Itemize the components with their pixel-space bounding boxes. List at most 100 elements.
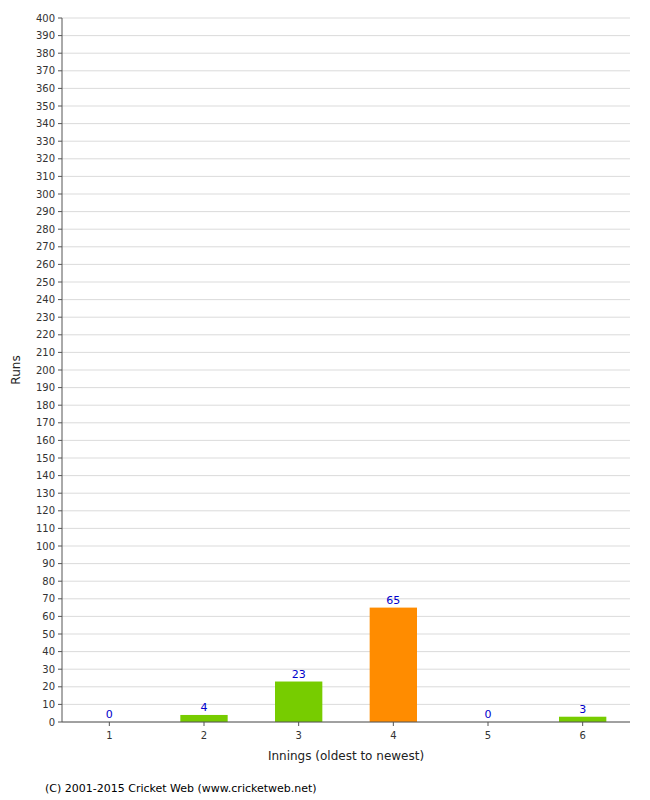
y-tick: [58, 528, 62, 529]
y-tick-label: 30: [42, 664, 55, 675]
grid-line: [62, 53, 630, 54]
y-tick: [58, 475, 62, 476]
grid-line: [62, 70, 630, 71]
grid-line: [62, 264, 630, 265]
y-tick: [58, 651, 62, 652]
grid-line: [62, 405, 630, 406]
grid-line: [62, 510, 630, 511]
y-tick: [58, 334, 62, 335]
y-tick: [58, 246, 62, 247]
x-tick-label: 3: [295, 730, 301, 741]
y-tick-label: 280: [36, 224, 55, 235]
y-tick: [58, 422, 62, 423]
y-tick-label: 310: [36, 171, 55, 182]
grid-line: [62, 458, 630, 459]
y-tick: [58, 70, 62, 71]
grid-line: [62, 317, 630, 318]
chart-svg: 0102030405060708090100110120130140150160…: [0, 0, 650, 800]
data-labels: 04236503: [106, 594, 586, 721]
data-label: 23: [292, 668, 306, 681]
grid-line: [62, 563, 630, 564]
y-tick: [58, 616, 62, 617]
y-tick-label: 270: [36, 241, 55, 252]
y-tick-label: 110: [36, 523, 55, 534]
y-tick: [58, 563, 62, 564]
y-axis-line: [62, 18, 63, 722]
grid-line: [62, 598, 630, 599]
y-tick-label: 140: [36, 470, 55, 481]
y-tick-label: 230: [36, 312, 55, 323]
grid-line: [62, 18, 630, 19]
bar: [275, 682, 322, 722]
x-axis-label: Innings (oldest to newest): [268, 749, 424, 763]
grid: [62, 18, 630, 722]
y-tick-label: 180: [36, 400, 55, 411]
y-tick-label: 80: [42, 576, 55, 587]
y-tick-label: 240: [36, 294, 55, 305]
y-tick-label: 160: [36, 435, 55, 446]
y-tick-label: 120: [36, 505, 55, 516]
footer: (C) 2001-2015 Cricket Web (www.cricketwe…: [45, 782, 317, 795]
y-tick: [58, 669, 62, 670]
grid-line: [62, 229, 630, 230]
grid-line: [62, 352, 630, 353]
y-tick-label: 200: [36, 365, 55, 376]
y-tick: [58, 352, 62, 353]
y-tick-label: 220: [36, 329, 55, 340]
y-tick: [58, 106, 62, 107]
grid-line: [62, 334, 630, 335]
data-label: 0: [106, 708, 113, 721]
chart-container: 0102030405060708090100110120130140150160…: [0, 0, 650, 800]
data-label: 3: [579, 703, 586, 716]
y-tick-label: 70: [42, 593, 55, 604]
x-tick-label: 4: [390, 730, 396, 741]
y-tick-label: 20: [42, 681, 55, 692]
y-tick-label: 370: [36, 65, 55, 76]
y-tick-label: 260: [36, 259, 55, 270]
y-tick-label: 0: [49, 717, 55, 728]
x-tick: [393, 722, 394, 726]
y-tick: [58, 317, 62, 318]
y-axis-label: Runs: [9, 355, 23, 384]
y-tick: [58, 598, 62, 599]
grid-line: [62, 704, 630, 705]
y-tick: [58, 634, 62, 635]
y-tick: [58, 176, 62, 177]
data-label: 65: [386, 594, 400, 607]
data-label: 4: [201, 701, 208, 714]
grid-line: [62, 211, 630, 212]
grid-line: [62, 246, 630, 247]
x-tick: [109, 722, 110, 726]
y-tick: [58, 158, 62, 159]
y-tick-label: 210: [36, 347, 55, 358]
y-tick-label: 360: [36, 83, 55, 94]
y-tick: [58, 581, 62, 582]
y-tick: [58, 704, 62, 705]
grid-line: [62, 141, 630, 142]
x-tick: [298, 722, 299, 726]
grid-line: [62, 106, 630, 107]
y-tick: [58, 686, 62, 687]
grid-line: [62, 546, 630, 547]
y-tick-label: 320: [36, 153, 55, 164]
y-tick: [58, 510, 62, 511]
grid-line: [62, 88, 630, 89]
y-tick: [58, 35, 62, 36]
grid-line: [62, 422, 630, 423]
y-tick-label: 40: [42, 646, 55, 657]
x-tick-label: 5: [485, 730, 491, 741]
y-tick-label: 10: [42, 699, 55, 710]
y-tick: [58, 458, 62, 459]
grid-line: [62, 370, 630, 371]
y-tick-label: 390: [36, 30, 55, 41]
grid-line: [62, 123, 630, 124]
grid-line: [62, 282, 630, 283]
y-tick-label: 130: [36, 488, 55, 499]
grid-line: [62, 651, 630, 652]
y-tick: [58, 440, 62, 441]
y-tick-label: 350: [36, 101, 55, 112]
bar: [559, 717, 606, 722]
y-tick-label: 290: [36, 206, 55, 217]
y-tick-label: 300: [36, 189, 55, 200]
grid-line: [62, 387, 630, 388]
